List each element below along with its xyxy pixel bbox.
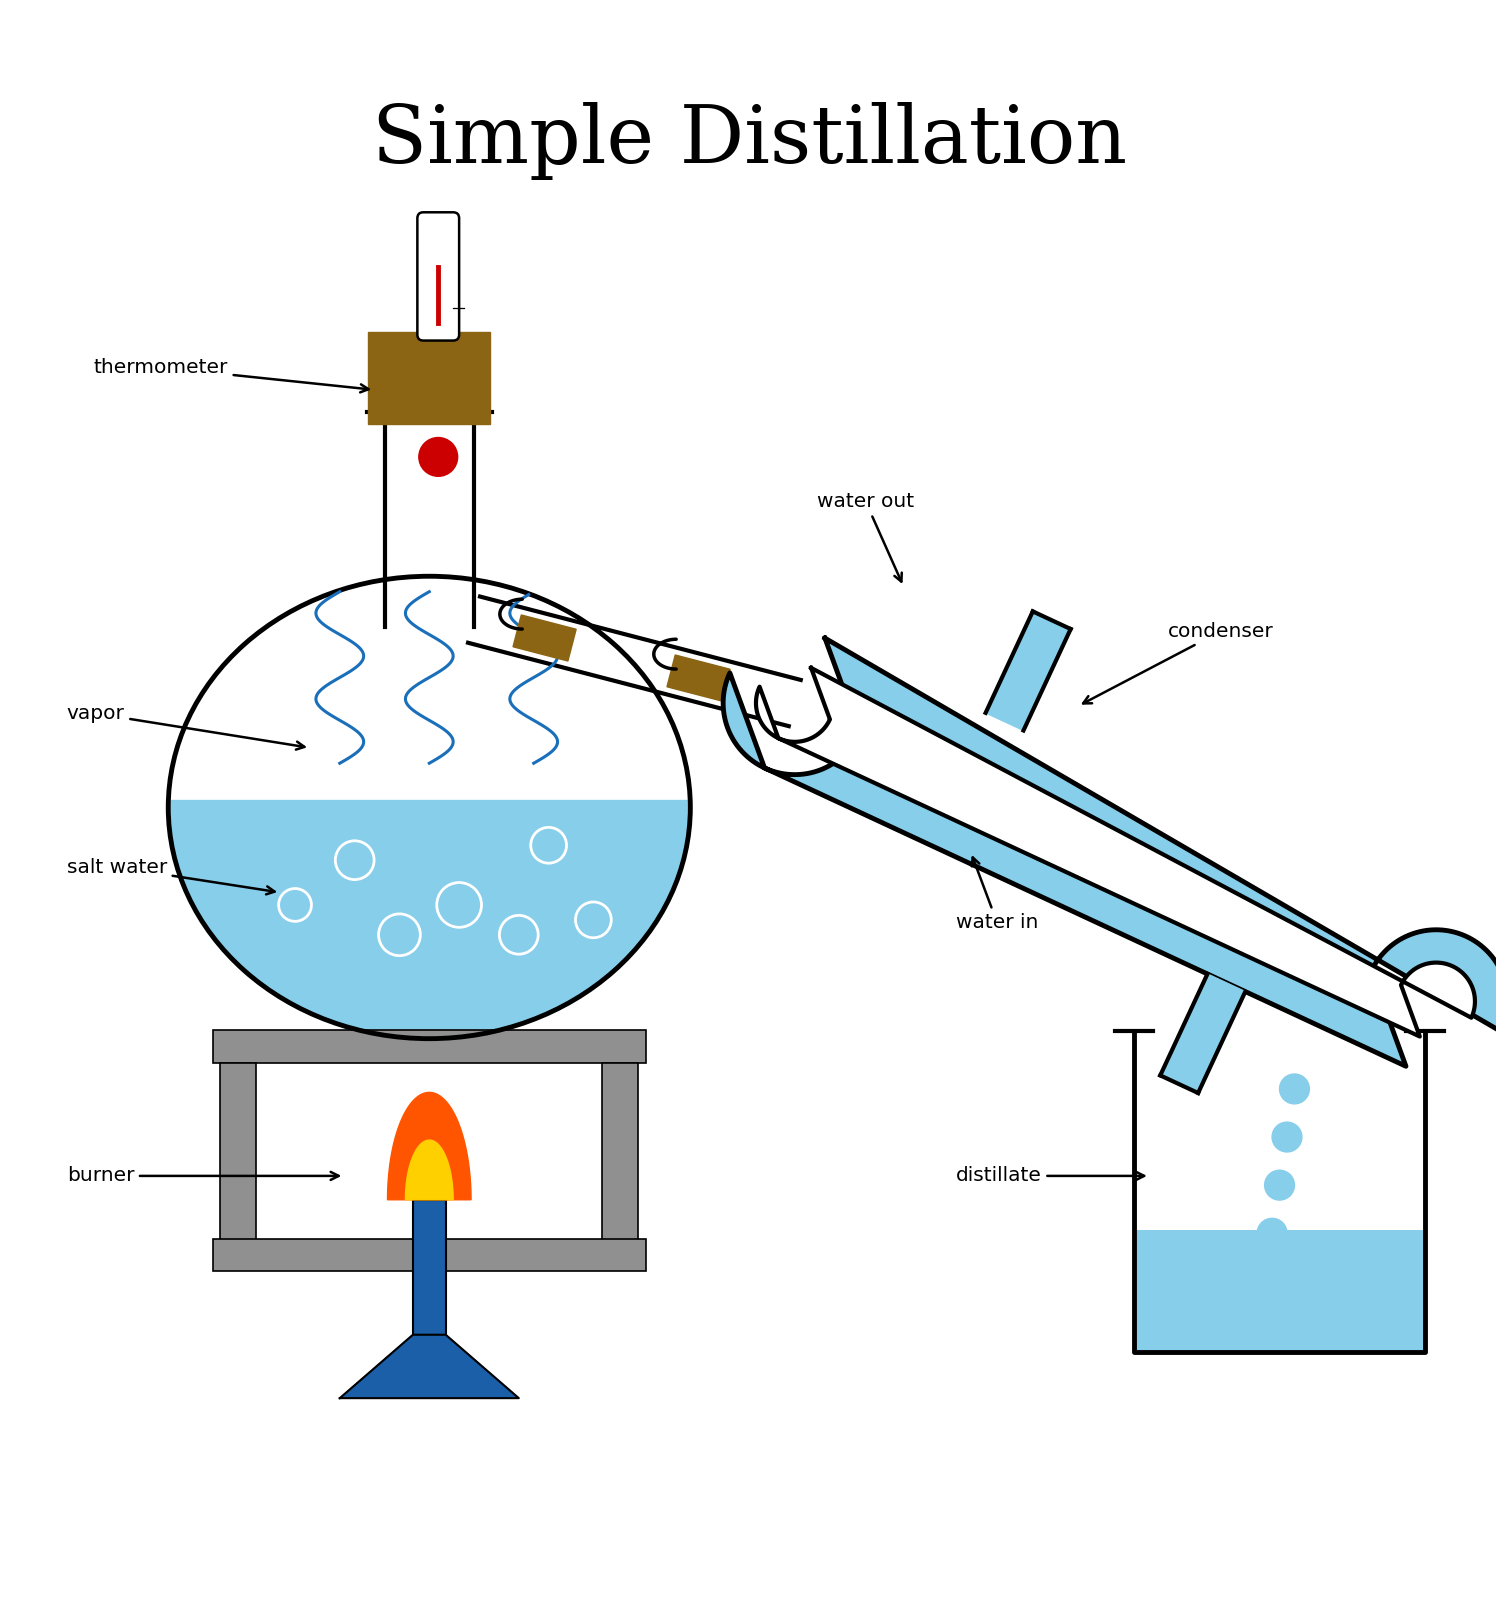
Bar — [213, 1030, 645, 1062]
Bar — [368, 331, 490, 424]
Text: vapor: vapor — [68, 704, 305, 750]
Circle shape — [1280, 1074, 1310, 1104]
Circle shape — [419, 437, 458, 477]
Bar — [220, 1062, 256, 1254]
Bar — [213, 1238, 645, 1272]
Circle shape — [1272, 1122, 1302, 1152]
FancyBboxPatch shape — [417, 213, 459, 341]
Polygon shape — [513, 614, 576, 661]
Polygon shape — [405, 1141, 453, 1200]
Polygon shape — [168, 800, 690, 1038]
Polygon shape — [1161, 974, 1245, 1093]
Bar — [603, 1062, 638, 1254]
Circle shape — [1264, 1170, 1294, 1200]
Text: burner: burner — [68, 1166, 339, 1186]
Circle shape — [1250, 1267, 1280, 1296]
Text: condenser: condenser — [1083, 622, 1274, 704]
Bar — [413, 1200, 446, 1334]
Polygon shape — [756, 667, 1474, 1037]
Text: salt water: salt water — [68, 858, 274, 894]
Polygon shape — [986, 611, 1071, 731]
Polygon shape — [387, 1093, 471, 1200]
Bar — [1134, 1230, 1425, 1352]
Polygon shape — [668, 654, 730, 701]
Text: distillate: distillate — [956, 1166, 1144, 1186]
Polygon shape — [723, 638, 1500, 1066]
Circle shape — [1257, 1218, 1287, 1248]
Text: Simple Distillation: Simple Distillation — [372, 102, 1128, 179]
Text: water out: water out — [818, 493, 914, 582]
Text: water in: water in — [956, 858, 1038, 931]
Polygon shape — [340, 1334, 519, 1398]
Text: thermometer: thermometer — [93, 358, 369, 392]
